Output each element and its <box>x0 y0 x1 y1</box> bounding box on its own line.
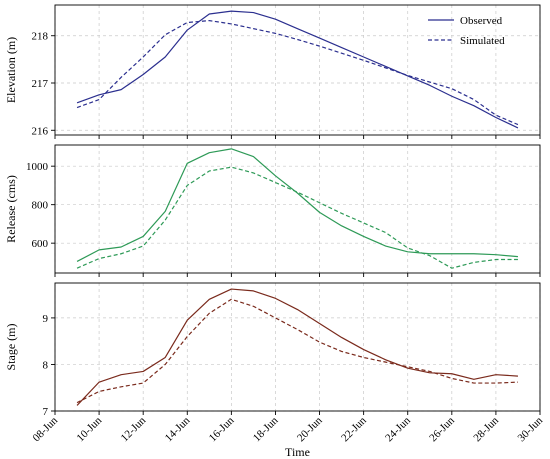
series-line-simulated <box>76 20 519 126</box>
y-tick-label: 9 <box>43 313 49 325</box>
x-tick-label: 26-Jun <box>427 414 457 444</box>
legend-label-observed: Observed <box>460 15 503 27</box>
x-tick-label: 20-Jun <box>295 414 325 444</box>
panel-1: 216 217 218 Elevation (m) Observed Simulated <box>4 4 541 139</box>
x-tick-label: 14-Jun <box>163 414 193 444</box>
series-line-observed <box>76 288 518 406</box>
x-tick-label: 22-Jun <box>339 414 369 444</box>
y-tick-label: 8 <box>43 359 49 371</box>
y-tick-label: 7 <box>43 406 49 418</box>
axes-frame <box>54 4 541 136</box>
x-tick-label: 10-Jun <box>75 414 105 444</box>
series-line-simulated <box>76 166 518 269</box>
y-tick-label: 1000 <box>26 161 49 173</box>
series-line-simulated <box>76 298 518 404</box>
y-tick-label: 800 <box>32 200 49 212</box>
y-tick-label: 218 <box>32 31 49 43</box>
panel-3: 7 8 9 Stage (m) 08-Jun 10-Jun 12-Jun 14-Jun 16-J… <box>4 282 545 459</box>
axes-frame <box>54 282 541 412</box>
x-axis-title: Time <box>285 445 310 459</box>
y-axis-title: Release (cms) <box>4 175 18 243</box>
y-tick-label: 600 <box>32 238 49 250</box>
x-tick-label: 28-Jun <box>471 414 501 444</box>
x-tick-label: 24-Jun <box>383 414 413 444</box>
y-tick-label: 217 <box>32 78 49 90</box>
x-tick-label: 16-Jun <box>207 414 237 444</box>
y-axis-title: Stage (m) <box>4 324 18 371</box>
series-line-observed <box>76 148 519 262</box>
axes-frame <box>54 144 541 274</box>
x-tick-label: 30-Jun <box>515 414 545 444</box>
legend-label-simulated: Simulated <box>460 35 505 47</box>
series-line-observed <box>76 10 519 129</box>
x-tick-label: 12-Jun <box>119 414 149 444</box>
y-axis-title: Elevation (m) <box>4 37 18 103</box>
panel-2: 600 800 1000 Release (cms) <box>4 144 541 277</box>
x-tick-label: 08-Jun <box>30 414 60 444</box>
x-tick-label: 18-Jun <box>251 414 281 444</box>
legend: Observed Simulated <box>428 15 505 47</box>
y-tick-label: 216 <box>32 125 49 137</box>
